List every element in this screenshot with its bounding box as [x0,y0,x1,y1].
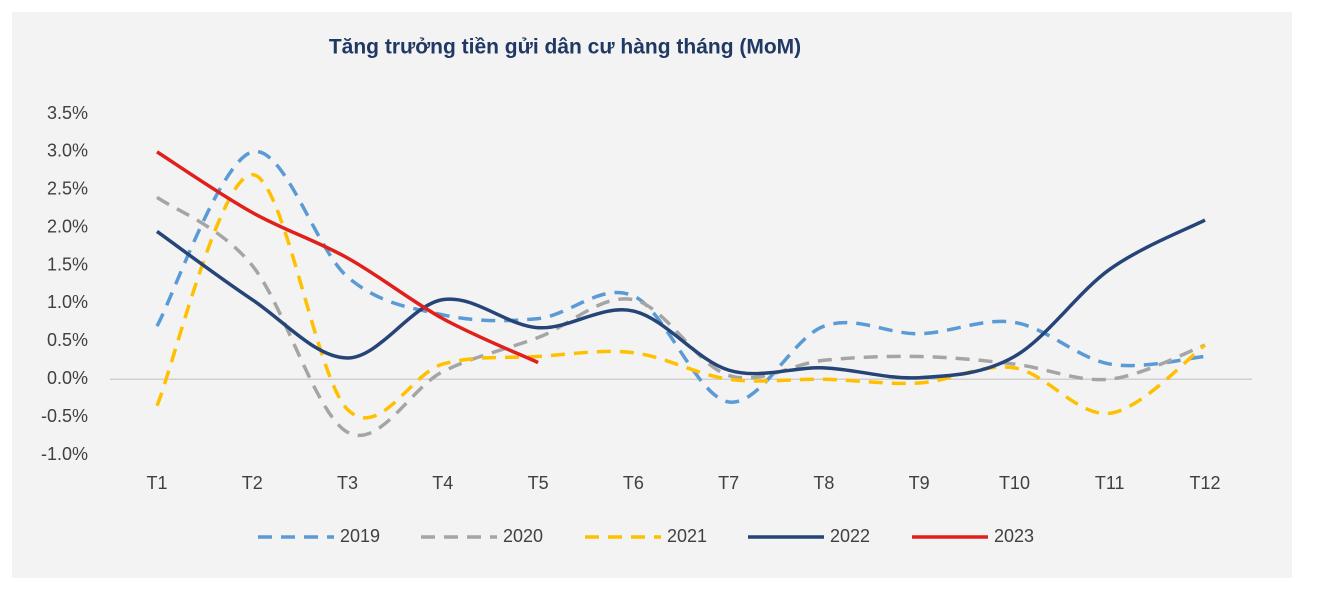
line-series [155,218,1206,380]
x-tick-label: T1 [146,473,167,493]
y-tick-label: 3.0% [47,141,88,161]
chart-title: Tăng trưởng tiền gửi dân cư hàng tháng (… [329,36,801,59]
legend-label: 2022 [830,526,870,546]
y-tick-label: 0.0% [47,368,88,388]
y-tick-label: -0.5% [41,406,88,426]
y-tick-label: 0.5% [47,330,88,350]
x-tick-label: T11 [1095,473,1125,493]
legend-label: 2023 [994,526,1034,546]
y-tick-label: 3.5% [47,103,88,123]
x-tick-label: T2 [242,473,263,493]
y-tick-label: 2.5% [47,179,88,199]
x-tick-label: T9 [909,473,930,493]
line-series [155,150,1206,404]
line-series [155,195,1206,437]
y-tick-label: 1.0% [47,292,88,312]
legend-label: 2021 [667,526,707,546]
legend-label: 2020 [503,526,543,546]
line-series [155,172,1207,420]
chart-background [12,12,1292,578]
x-tick-label: T5 [528,473,549,493]
x-tick-label: T10 [999,473,1030,493]
x-tick-label: T4 [432,473,453,493]
legend-label: 2019 [340,526,380,546]
x-tick-label: T3 [337,473,358,493]
y-tick-label: 1.5% [47,254,88,274]
y-tick-label: 2.0% [47,216,88,236]
line-series [156,150,539,365]
x-tick-label: T8 [813,473,834,493]
x-tick-label: T7 [718,473,739,493]
x-tick-label: T6 [623,473,644,493]
x-tick-label: T12 [1189,473,1220,493]
y-tick-label: -1.0% [41,444,88,464]
